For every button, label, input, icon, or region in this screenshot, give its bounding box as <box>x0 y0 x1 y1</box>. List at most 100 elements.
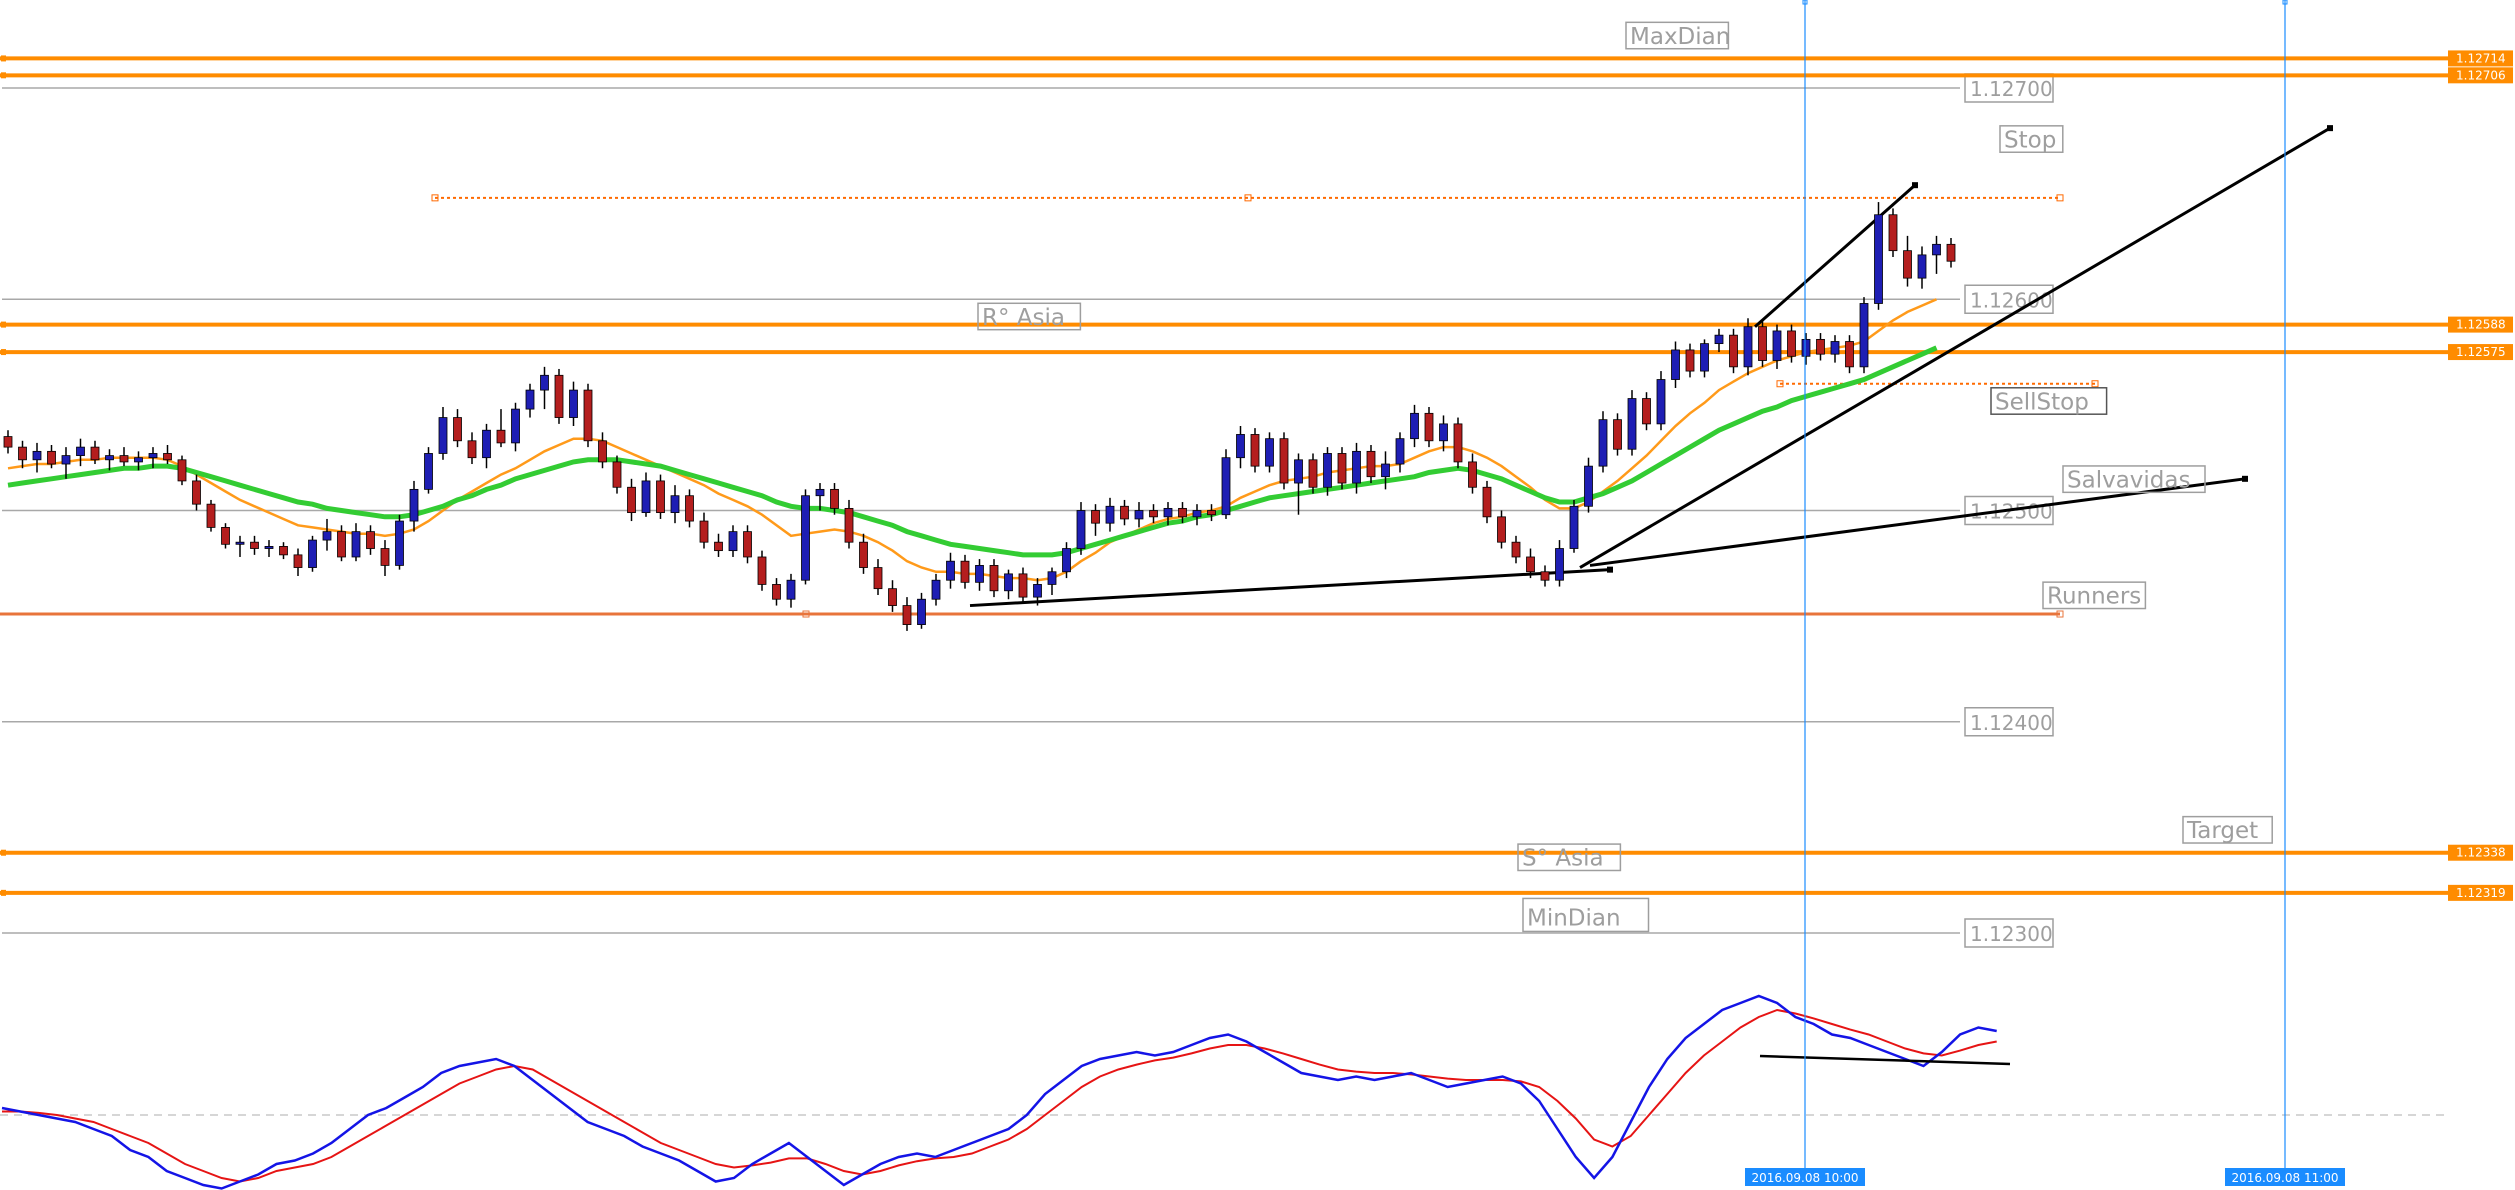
price-tag-label: 1.12319 <box>2456 886 2506 900</box>
candle-body <box>76 446 85 456</box>
candle-body <box>90 446 100 461</box>
trendline-handle[interactable] <box>2327 125 2333 132</box>
ma-fast-line <box>7 298 1937 582</box>
candle-body <box>32 450 42 461</box>
trendline-handle[interactable] <box>1912 182 1918 189</box>
candle-body <box>134 457 143 463</box>
price-tag-label: 1.12588 <box>2456 318 2506 332</box>
candle-body <box>1772 330 1782 361</box>
candle-body <box>1352 450 1361 484</box>
chart-text-label: Target <box>2186 818 2258 844</box>
trendline-handle[interactable] <box>1607 566 1613 573</box>
level-handle[interactable] <box>1 72 6 79</box>
candle-body <box>699 520 709 543</box>
candle-body <box>1932 243 1941 256</box>
level-handle[interactable] <box>1 849 6 856</box>
candle-body <box>1903 250 1912 279</box>
price-grid: 1.12700 1.12600 1.12500 1.12400 1.12300 <box>2 73 2054 948</box>
order-handle[interactable] <box>2091 380 2099 388</box>
candle-body <box>830 488 839 509</box>
trendline[interactable] <box>969 568 1611 608</box>
candle-body <box>366 531 375 549</box>
level-handle[interactable] <box>1 349 6 356</box>
order-handle[interactable] <box>1244 194 1252 202</box>
candle-body <box>1366 450 1376 478</box>
candle-body <box>1511 541 1521 558</box>
level-handle[interactable] <box>802 610 810 618</box>
chart-text-label: MaxDian <box>1630 24 1730 50</box>
label-box <box>1625 21 1730 50</box>
time-line-handle[interactable] <box>2282 0 2288 5</box>
candle-body <box>1265 438 1274 467</box>
candle-body <box>467 440 477 459</box>
price-level-label: 1.12700 <box>1970 77 2053 101</box>
candle-body <box>844 507 854 543</box>
candle-body <box>627 486 636 514</box>
time-tag-label: 2016.09.08 10:00 <box>1751 1171 1858 1185</box>
candle-body <box>1627 398 1637 450</box>
candle-body <box>438 417 448 454</box>
price-tag <box>2448 844 2513 861</box>
candle-body <box>1033 584 1042 598</box>
horizontal-levels <box>0 55 2448 896</box>
candle-body <box>1816 338 1825 355</box>
candle-body <box>1062 548 1071 573</box>
order-handle[interactable] <box>1776 380 1784 388</box>
label-box <box>977 302 1082 331</box>
trendline[interactable] <box>1754 184 1916 328</box>
candle-body <box>308 539 317 568</box>
candle-body <box>1149 510 1158 518</box>
candle-body <box>206 503 216 528</box>
candle-body <box>1917 254 1927 279</box>
candle-body <box>786 579 796 600</box>
candle-body <box>772 584 781 600</box>
chart-text-label: Salvavidas <box>2067 468 2190 494</box>
oscillator-trendline[interactable] <box>1759 1054 2011 1066</box>
candle-body <box>1424 412 1434 442</box>
level-handle[interactable] <box>2056 610 2064 618</box>
trendline-handle[interactable] <box>2242 475 2248 482</box>
chart-text-label: Runners <box>2047 584 2141 610</box>
candle-body <box>61 455 71 465</box>
price-tag <box>2448 344 2513 361</box>
oscillator-panel <box>0 994 2448 1190</box>
price-level-label: 1.12600 <box>1970 288 2053 312</box>
candle-body <box>3 436 13 448</box>
candle-body <box>1395 438 1405 465</box>
trendlines[interactable] <box>969 125 2333 608</box>
chart-text-label: S° Asia <box>1522 846 1604 872</box>
candle-body <box>1453 423 1463 463</box>
time-line-handle[interactable] <box>1802 0 1808 5</box>
candle-body <box>598 440 607 463</box>
candle-body <box>1250 434 1260 467</box>
candle-body <box>380 548 390 566</box>
price-tag-label: 1.12338 <box>2456 846 2506 860</box>
candle-body <box>554 374 564 418</box>
order-handle[interactable] <box>431 194 439 202</box>
price-level-box <box>1964 284 2054 314</box>
level-handle[interactable] <box>1 55 6 62</box>
candle-body <box>511 408 520 444</box>
candle-body <box>641 480 651 514</box>
candle-body <box>105 455 114 461</box>
trendline[interactable] <box>1589 477 2246 567</box>
candle-body <box>1671 349 1680 380</box>
candle-body <box>337 531 346 558</box>
level-handle[interactable] <box>1 889 6 896</box>
candle-body <box>496 429 506 444</box>
candle-body <box>1439 423 1448 442</box>
candle-body <box>1018 573 1028 598</box>
candle-body <box>1758 326 1767 361</box>
trendline[interactable] <box>1579 126 2331 569</box>
candle-body <box>192 480 201 505</box>
order-handle[interactable] <box>2056 194 2064 202</box>
vertical-time-lines: 2016.09.08 10:00 2016.09.08 11:00 <box>1745 0 2345 1186</box>
price-tag <box>2448 884 2513 901</box>
candle-body <box>1888 214 1898 252</box>
candle-body <box>989 565 999 592</box>
price-tag-label: 1.12714 <box>2456 51 2506 65</box>
candlesticks <box>3 202 1956 631</box>
level-handle[interactable] <box>1 321 6 328</box>
candle-body <box>18 446 27 461</box>
